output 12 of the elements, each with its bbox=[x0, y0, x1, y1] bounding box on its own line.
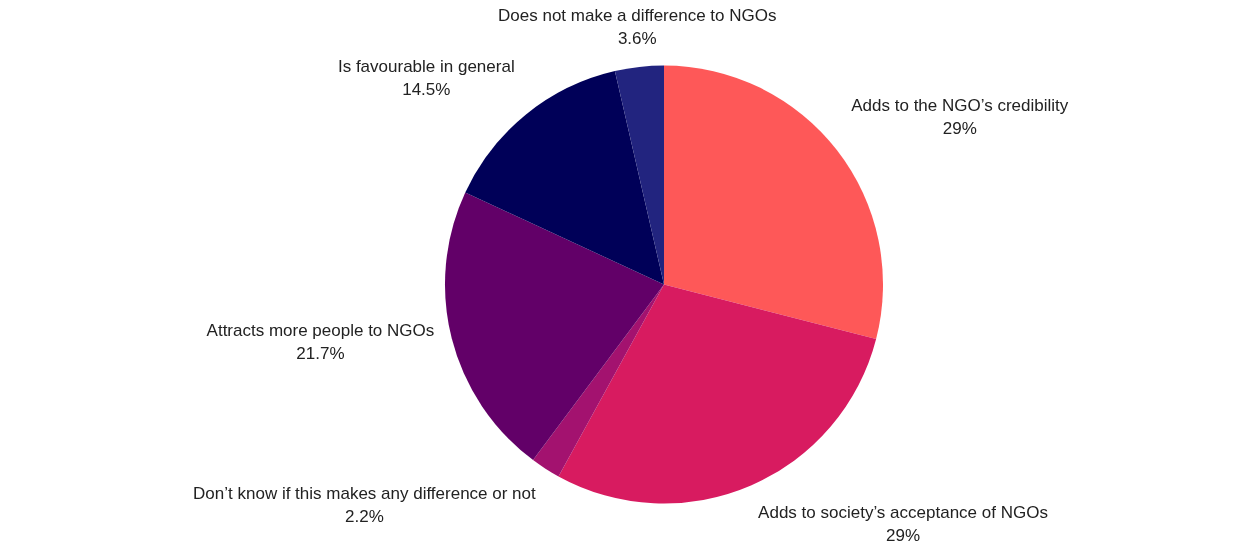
slice-label: Is favourable in general bbox=[337, 57, 515, 77]
data-label: 3.6% bbox=[617, 28, 657, 48]
slice-label: Adds to the NGO’s credibility bbox=[851, 95, 1069, 115]
slice-label: Adds to society’s acceptance of NGOs bbox=[758, 502, 1048, 522]
slice-label: Attracts more people to NGOs bbox=[206, 321, 435, 341]
slice-label: Don’t know if this makes any difference or not bbox=[193, 484, 537, 504]
data-label: 29% bbox=[885, 525, 921, 541]
data-label: 2.2% bbox=[345, 507, 384, 527]
data-label: 29% bbox=[942, 118, 977, 138]
data-label: 21.7% bbox=[296, 344, 345, 364]
slice-label: Does not make a difference to NGOs bbox=[498, 5, 777, 25]
data-label: 14.5% bbox=[402, 80, 451, 100]
